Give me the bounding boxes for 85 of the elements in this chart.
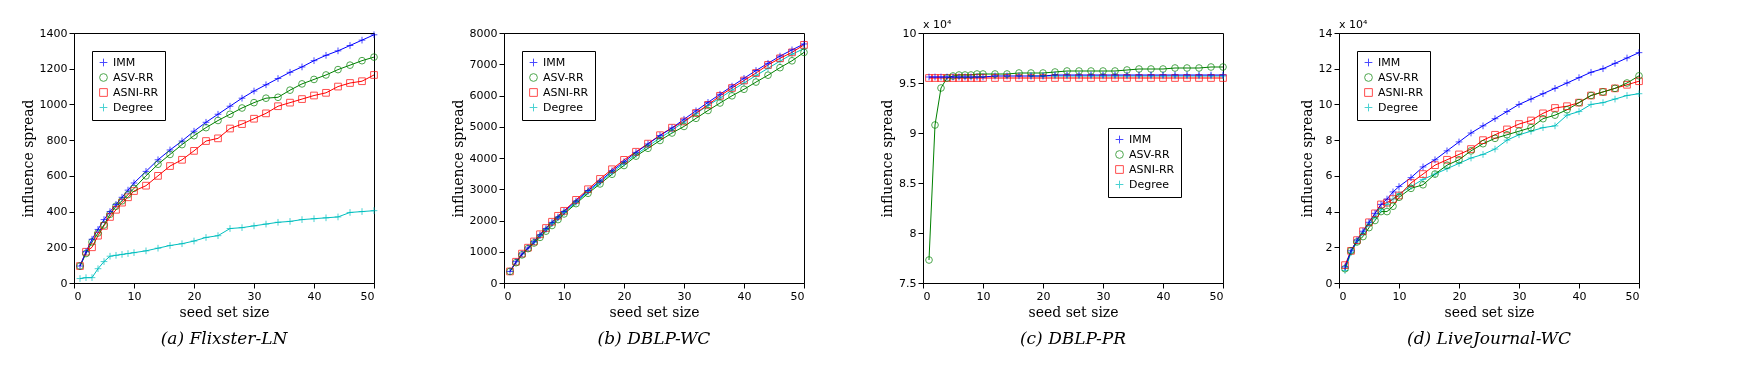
y-tick-label: 12 — [1318, 62, 1333, 76]
text: (a) Flixster-LN — [160, 328, 289, 348]
y-tick-label: 9 — [909, 126, 917, 140]
legend-label: ASV-RR — [1378, 70, 1419, 84]
x-tick-label: 0 — [923, 289, 931, 303]
legend-label: ASV-RR — [1129, 147, 1170, 161]
y-tick-label: 3000 — [469, 182, 498, 196]
y-tick-label: 10 — [902, 26, 917, 40]
y-tick-label: 4 — [1325, 205, 1333, 219]
legend-label: ASV-RR — [113, 70, 154, 84]
y-tick-label: 5000 — [469, 120, 498, 134]
legend-label: ASNI-RR — [1378, 85, 1424, 99]
y-tick-label: 7000 — [469, 57, 498, 71]
y-tick-label: 9.5 — [899, 76, 917, 90]
text: (c) DBLP-PR — [1019, 328, 1127, 348]
x-tick-label: 20 — [1036, 289, 1051, 303]
x-tick-label: 50 — [1209, 289, 1224, 303]
y-tick-label: 1000 — [39, 97, 68, 111]
legend-label: Degree — [543, 100, 584, 114]
y-tick-label: 0 — [490, 276, 498, 290]
x-tick-label: 0 — [1339, 289, 1347, 303]
x-tick-label: 30 — [1512, 289, 1527, 303]
text: (b) DBLP-WC — [597, 328, 711, 348]
x-tick-label: 30 — [247, 289, 262, 303]
legend-label: ASNI-RR — [1129, 162, 1175, 176]
legend-label: IMM — [1129, 132, 1152, 146]
y-tick-label: 8.5 — [899, 176, 917, 190]
y-tick-label: 6000 — [469, 89, 498, 102]
legend-label: ASV-RR — [543, 70, 584, 84]
legend-label: IMM — [1378, 55, 1401, 69]
x-axis-title: seed set size — [609, 303, 700, 320]
y-tick-label: 200 — [46, 240, 68, 254]
y-tick-label: 1000 — [469, 245, 498, 259]
x-tick-label: 50 — [360, 289, 375, 303]
y-tick-label: 1400 — [39, 26, 68, 40]
y-tick-label: 8000 — [469, 26, 498, 40]
x-tick-label: 20 — [1452, 289, 1467, 303]
x-tick-label: 0 — [74, 289, 82, 303]
y-tick-label: 10 — [1318, 97, 1333, 111]
y-tick-label: 6 — [1325, 169, 1333, 183]
x-tick-label: 40 — [307, 289, 322, 303]
y-tick-label: 8 — [909, 226, 917, 240]
x-tick-label: 10 — [557, 289, 572, 303]
y-tick-label: 8 — [1325, 133, 1333, 147]
x-axis-title: seed set size — [1444, 303, 1535, 320]
y-axis-title: influence spread — [1298, 99, 1315, 218]
y-tick-label: 14 — [1318, 26, 1333, 40]
legend-label: ASNI-RR — [543, 85, 589, 99]
text: x 10⁴ — [923, 18, 952, 31]
y-tick-label: 0 — [60, 276, 68, 290]
legend-label: Degree — [1378, 100, 1419, 114]
legend-label: IMM — [113, 55, 136, 69]
x-tick-label: 40 — [737, 289, 752, 303]
x-tick-label: 10 — [127, 289, 142, 303]
y-tick-label: 7.5 — [899, 276, 917, 290]
x-tick-label: 20 — [617, 289, 632, 303]
x-tick-label: 50 — [790, 289, 805, 303]
x-axis-title: seed set size — [179, 303, 270, 320]
x-tick-label: 10 — [976, 289, 991, 303]
text: x 10⁴ — [1339, 18, 1368, 31]
y-tick-label: 0 — [1325, 276, 1333, 290]
x-tick-label: 30 — [677, 289, 692, 303]
x-tick-label: 10 — [1392, 289, 1407, 303]
x-tick-label: 50 — [1625, 289, 1640, 303]
x-tick-label: 30 — [1096, 289, 1111, 303]
y-tick-label: 400 — [46, 205, 68, 219]
x-tick-label: 20 — [187, 289, 202, 303]
y-axis-title: influence spread — [879, 99, 896, 218]
y-tick-label: 600 — [46, 169, 68, 183]
y-tick-label: 2 — [1325, 240, 1333, 254]
x-tick-label: 0 — [504, 289, 512, 303]
x-tick-label: 40 — [1156, 289, 1171, 303]
text: (d) LiveJournal-WC — [1407, 328, 1571, 348]
y-tick-label: 1200 — [39, 62, 68, 76]
y-tick-label: 4000 — [469, 151, 498, 165]
x-tick-label: 40 — [1572, 289, 1587, 303]
legend-label: ASNI-RR — [113, 85, 159, 99]
y-axis-title: influence spread — [19, 99, 36, 218]
legend-label: Degree — [113, 100, 154, 114]
y-tick-label: 2000 — [469, 214, 498, 227]
legend-label: IMM — [543, 55, 566, 69]
x-axis-title: seed set size — [1028, 303, 1119, 320]
y-tick-label: 800 — [46, 133, 68, 147]
y-axis-title: influence spread — [449, 99, 466, 218]
legend-label: Degree — [1129, 177, 1170, 191]
